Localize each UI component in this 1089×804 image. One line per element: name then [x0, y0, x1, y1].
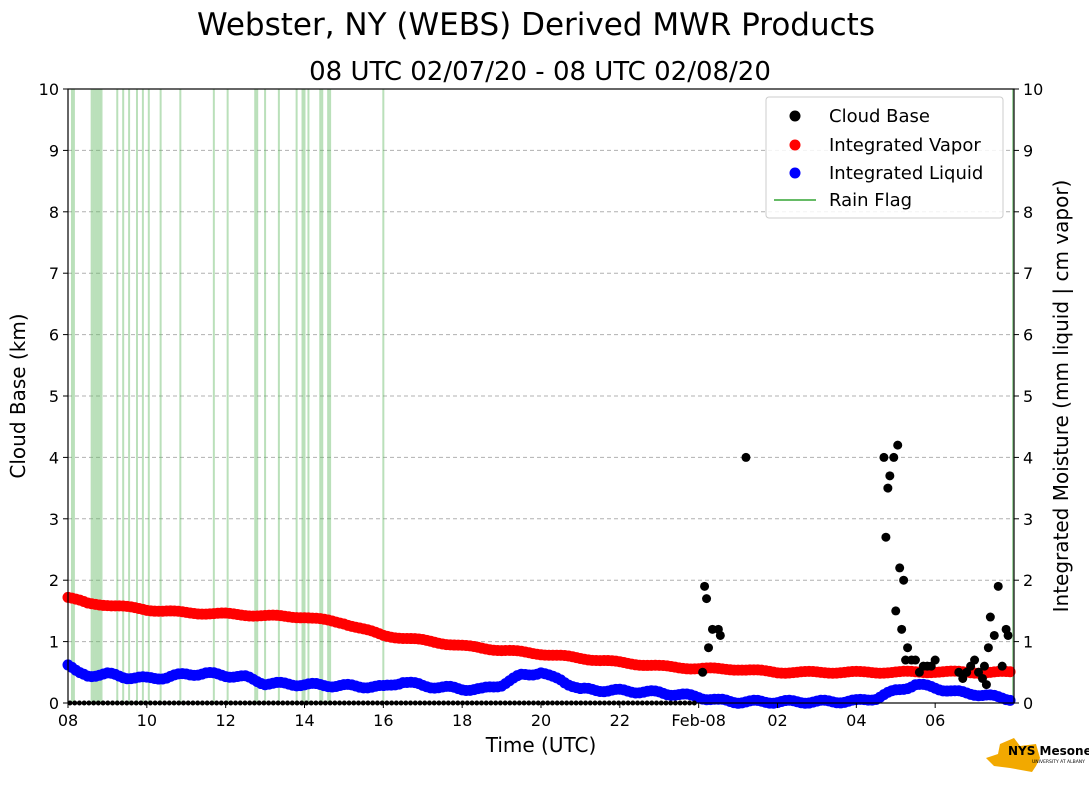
cloud-base-point	[893, 440, 903, 450]
y-tick-label-right: 7	[1023, 264, 1033, 283]
cloud-base-point	[981, 680, 991, 690]
cloud-base-point	[970, 655, 980, 665]
x-tick-label: 04	[846, 711, 866, 730]
cloud-base-point	[899, 575, 909, 585]
y-tick-label-left: 9	[49, 141, 59, 160]
cloud-base-point	[983, 643, 993, 653]
y-tick-label-left: 10	[39, 80, 59, 99]
cloud-base-point	[879, 452, 889, 462]
y-tick-label-right: 3	[1023, 510, 1033, 529]
y-tick-label-right: 6	[1023, 326, 1033, 345]
integrated-vapor-series	[62, 591, 1016, 679]
y-tick-label-left: 3	[49, 510, 59, 529]
x-tick-label: 06	[925, 711, 945, 730]
logo-subtext: UNIVERSITY AT ALBANY	[1032, 759, 1085, 765]
nys-mesonet-logo: NYS Mesonet UNIVERSITY AT ALBANY	[986, 738, 1089, 772]
integrated-liquid-series	[62, 659, 1016, 709]
y-tick-label-left: 7	[49, 264, 59, 283]
grid-lines	[68, 149, 1014, 643]
y-tick-label-left: 1	[49, 633, 59, 652]
cloud-base-point	[1003, 630, 1013, 640]
legend-marker-integrated-vapor	[789, 139, 801, 151]
cloud-base-point	[741, 452, 751, 462]
x-tick-label: 14	[294, 711, 314, 730]
chart-title: Webster, NY (WEBS) Derived MWR Products	[197, 7, 875, 43]
x-tick-label: Feb-08	[671, 711, 725, 730]
x-tick-label: 10	[137, 711, 157, 730]
cloud-base-point	[930, 655, 940, 665]
y-tick-label-left: 4	[49, 448, 59, 467]
y-axis-label-right: Integrated Moisture (mm liquid | cm vapo…	[1049, 180, 1073, 613]
cloud-base-point	[715, 630, 725, 640]
y-tick-label-right: 5	[1023, 387, 1033, 406]
legend-marker-integrated-liquid	[789, 167, 801, 179]
cloud-base-point	[704, 643, 714, 653]
cloud-base-point	[698, 667, 708, 677]
y-tick-label-right: 9	[1023, 141, 1033, 160]
legend-label-integrated-vapor: Integrated Vapor	[829, 135, 981, 156]
y-tick-label-right: 4	[1023, 448, 1033, 467]
x-tick-label: 12	[215, 711, 235, 730]
cloud-base-point	[700, 581, 710, 591]
legend-label-cloud-base: Cloud Base	[829, 106, 930, 127]
legend: Cloud Base Integrated Vapor Integrated L…	[765, 96, 1004, 219]
cloud-base-point	[997, 661, 1007, 671]
y-axis-label-left: Cloud Base (km)	[6, 313, 30, 478]
legend-label-rain-flag: Rain Flag	[829, 190, 912, 211]
x-tick-label: 02	[767, 711, 787, 730]
cloud-base-point	[881, 532, 891, 542]
cloud-base-point	[885, 471, 895, 481]
cloud-base-point	[993, 581, 1003, 591]
cloud-base-point	[979, 661, 989, 671]
y-tick-label-left: 5	[49, 387, 59, 406]
cloud-base-point	[702, 594, 712, 604]
y-tick-label-left: 8	[49, 203, 59, 222]
legend-marker-cloud-base	[789, 110, 801, 122]
cloud-base-point	[897, 624, 907, 634]
x-axis-label: Time (UTC)	[485, 733, 597, 757]
cloud-base-point	[895, 563, 905, 573]
cloud-base-point	[889, 452, 899, 462]
x-axis-ticks: 08 10 12 14 16 18 20 22 Feb-08 02 04 06	[58, 703, 945, 730]
y-axis-ticks: 0 0 1 1 2 2 3 3 4 4 5 5 6 6 7 7 8 8 9 9 10 10	[39, 80, 1044, 713]
y-tick-label-right: 1	[1023, 633, 1033, 652]
logo-text: NYS Mesonet	[1008, 744, 1089, 758]
cloud-base-point	[985, 612, 995, 622]
cloud-base-point	[891, 606, 901, 616]
y-tick-label-left: 2	[49, 571, 59, 590]
cloud-base-point	[989, 630, 999, 640]
y-tick-label-right: 0	[1023, 694, 1033, 713]
ny-state-map-icon	[986, 738, 1040, 772]
x-tick-label: 20	[531, 711, 551, 730]
x-tick-label: 16	[373, 711, 393, 730]
x-tick-label: 22	[610, 711, 630, 730]
cloud-base-point	[903, 643, 913, 653]
y-tick-label-left: 6	[49, 326, 59, 345]
vapor-point	[1004, 666, 1016, 678]
cloud-base-series	[698, 440, 1013, 690]
y-tick-label-left: 0	[49, 694, 59, 713]
zero-baseline-markers	[67, 700, 697, 706]
chart-subtitle: 08 UTC 02/07/20 - 08 UTC 02/08/20	[309, 57, 771, 87]
y-tick-label-right: 10	[1023, 80, 1043, 99]
y-tick-label-right: 2	[1023, 571, 1033, 590]
y-tick-label-right: 8	[1023, 203, 1033, 222]
x-tick-label: 18	[452, 711, 472, 730]
legend-label-integrated-liquid: Integrated Liquid	[829, 163, 983, 184]
legend-box	[765, 96, 1004, 219]
cloud-base-point	[883, 483, 893, 493]
x-tick-label: 08	[58, 711, 78, 730]
cloud-base-point	[910, 655, 920, 665]
